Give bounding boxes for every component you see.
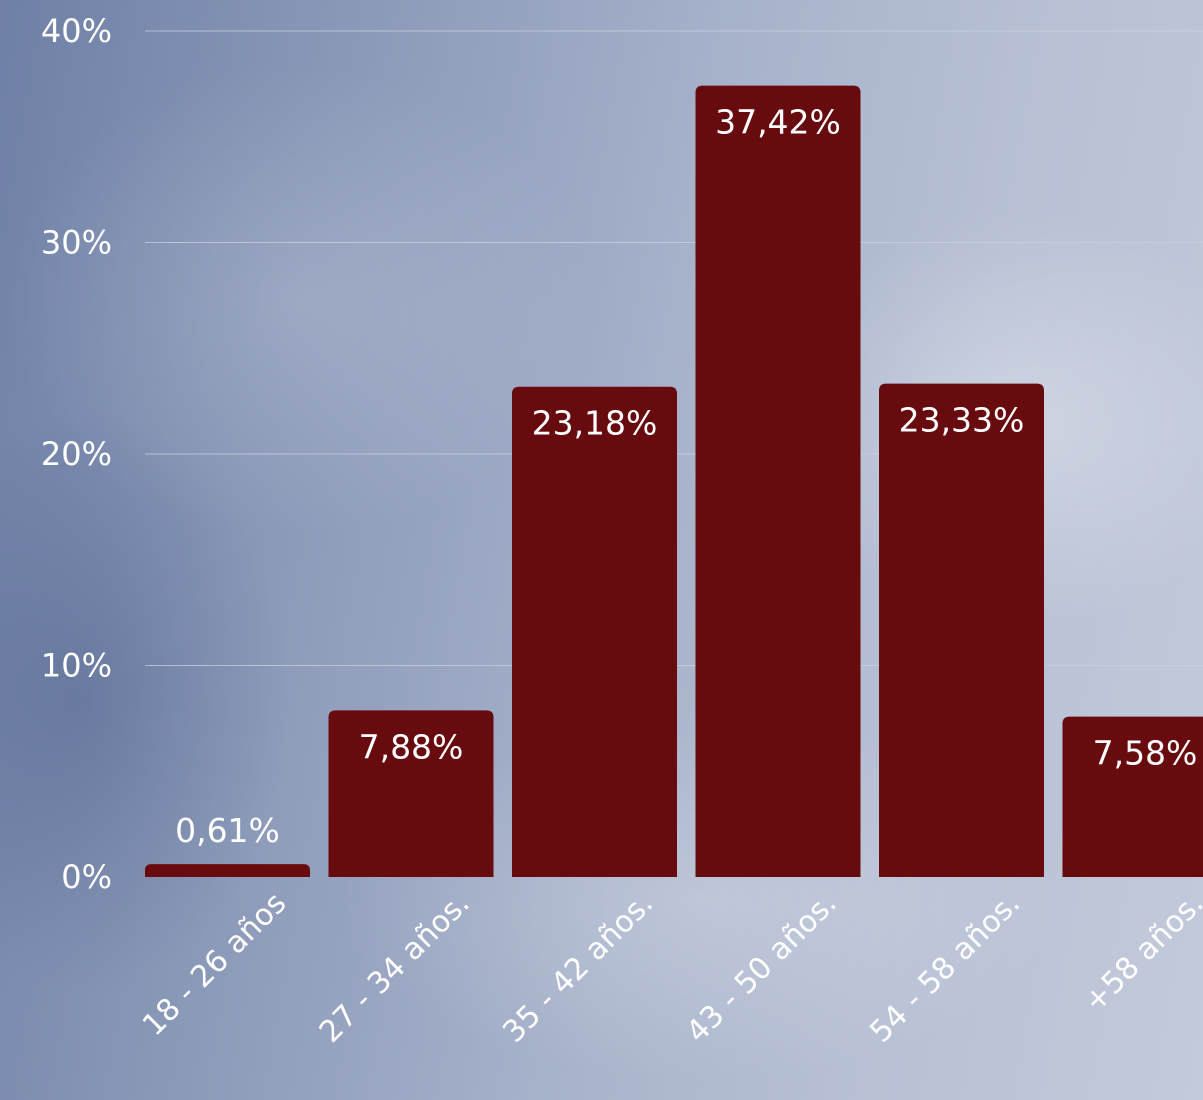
data-label: 23,33%	[899, 401, 1025, 440]
data-label: 37,42%	[715, 103, 841, 142]
y-tick-label: 30%	[41, 224, 112, 262]
x-category-label: +58 años.	[1077, 886, 1203, 1019]
bars	[145, 85, 1203, 877]
x-category-label: 54 - 58 años.	[863, 886, 1027, 1050]
y-tick-label: 0%	[61, 858, 112, 896]
bar	[145, 864, 310, 877]
bar	[879, 383, 1044, 877]
x-axis-category-labels: 18 - 26 años 27 - 34 años. 35 - 42 años. 43…	[136, 886, 1203, 1050]
y-tick-label: 10%	[41, 647, 112, 685]
x-category-label: 27 - 34 años.	[313, 886, 477, 1050]
bar	[1062, 716, 1203, 877]
bar	[695, 85, 861, 877]
data-label: 7,88%	[359, 727, 464, 766]
data-label: 23,18%	[532, 404, 658, 443]
data-label: 7,58%	[1093, 734, 1198, 773]
y-tick-label: 20%	[41, 435, 112, 473]
x-category-label: 18 - 26 años	[136, 886, 293, 1043]
data-label: 0,61%	[175, 811, 280, 850]
x-category-label: 43 - 50 años.	[680, 886, 844, 1050]
y-tick-label: 40%	[41, 12, 112, 50]
bar	[328, 710, 494, 877]
bar	[512, 386, 677, 877]
data-labels: 0,61% 7,88% 23,18% 37,42% 23,33% 7,58%	[175, 103, 1197, 851]
y-axis-tick-labels: 0% 10% 20% 30% 40%	[41, 12, 112, 896]
x-category-label: 35 - 42 años.	[496, 886, 660, 1050]
